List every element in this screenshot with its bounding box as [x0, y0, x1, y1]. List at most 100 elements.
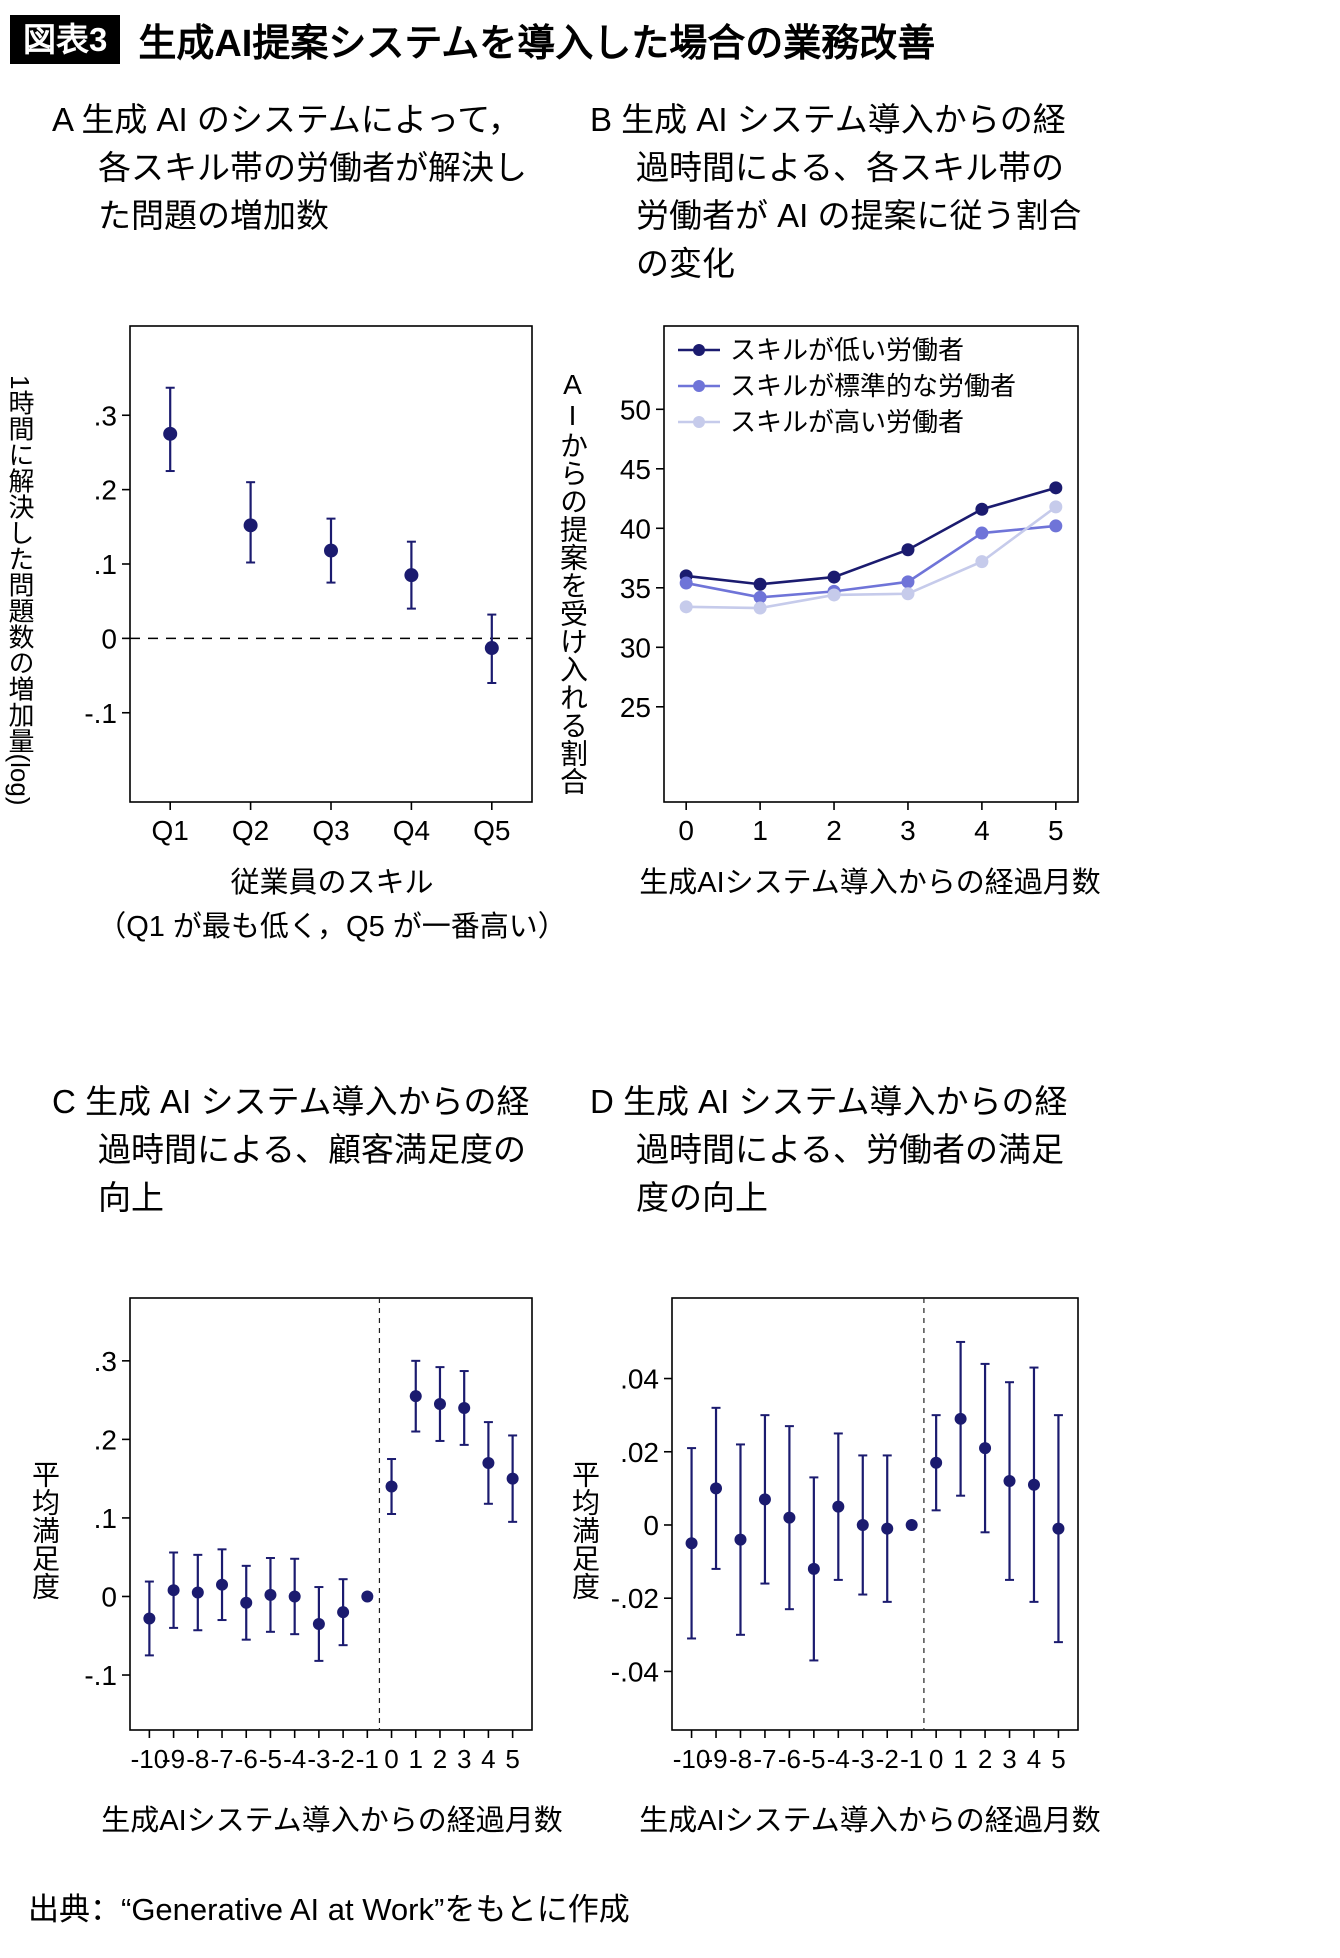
y-tick-label: -.02: [611, 1583, 659, 1614]
data-point: [1049, 519, 1063, 533]
data-point: [734, 1533, 747, 1546]
figure-title: 生成AI提案システムを導入した場合の業務改善: [138, 23, 936, 65]
data-point: [264, 1588, 277, 1601]
panel-c-plot: .3.2.10-.1-10-9 -8 -7 -6 -5 -4 -3 -2 -1 0 1 2 3 4 5: [84, 1297, 533, 1774]
x-tick-label: 5: [505, 1744, 519, 1774]
data-point: [240, 1596, 253, 1609]
y-tick-label: -.1: [84, 1660, 117, 1691]
data-point: [312, 1617, 325, 1630]
y-tick-label: .3: [94, 1346, 117, 1377]
plot-frame: [129, 1297, 533, 1731]
panel-d-xaxis-label: 生成AIシステム導入からの経過月数: [639, 1805, 1101, 1837]
x-tick-label: -7: [753, 1744, 776, 1774]
panel-a-chart: .3 .2 .1 0 -.1 Q1 Q2 Q3 Q4 Q5: [58, 318, 538, 848]
x-tick-label: -4: [283, 1744, 306, 1774]
panel-a-xaxis-label: 従業員のスキル （Q1 が最も低く，Q5 が一番高い）: [92, 862, 572, 949]
panel-d-plot: .04.020-.02-.04-10-9 -8 -7 -6 -5 -4 -3 -2 -1 0 1 2 3…: [611, 1297, 1079, 1774]
x-tick-label: 1: [953, 1744, 967, 1774]
x-tick-label: -4: [827, 1744, 850, 1774]
x-tick-label: Q4: [393, 815, 430, 846]
data-point: [827, 570, 841, 584]
panel-c-chart: .3.2.1 0 -.1 -10 -9 -8 -7 -6 -5 -4 -3 -2 -1 0 1 2 3 4 5: [58, 1290, 538, 1780]
x-tick-label: 0: [929, 1744, 943, 1774]
legend-marker: [693, 380, 705, 392]
y-tick-label: 35: [620, 573, 651, 604]
data-point: [1003, 1475, 1016, 1488]
data-point: [191, 1586, 204, 1599]
x-tick-label: -1: [900, 1744, 923, 1774]
x-tick-label: 3: [900, 815, 916, 846]
y-tick-label: .1: [94, 1503, 117, 1534]
x-tick-label: 4: [974, 815, 990, 846]
y-tick-label: .2: [94, 1424, 117, 1455]
data-point: [506, 1472, 519, 1485]
y-tick-label: .2: [94, 475, 117, 506]
y-tick-label: .04: [620, 1364, 659, 1395]
data-point: [901, 587, 915, 601]
x-tick-label: -9: [704, 1744, 727, 1774]
panel-b-yaxis-label: AIからの提案を受け入れる割合: [557, 369, 588, 795]
x-tick-label: -3: [307, 1744, 330, 1774]
x-tick-label: -3: [851, 1744, 874, 1774]
data-point: [361, 1590, 374, 1603]
x-tick-label: Q5: [473, 815, 510, 846]
y-tick-label: 25: [620, 692, 651, 723]
panel-d-chart: .04.02 0 -.02 -.04 -10 -9 -8 -7 -6 -5 -4 -3 -2 -1 0 1 2 3…: [600, 1290, 1090, 1780]
data-point: [324, 543, 338, 558]
x-tick-label: Q3: [312, 815, 349, 846]
data-point: [1049, 500, 1063, 514]
data-point: [975, 526, 989, 540]
data-point: [288, 1590, 301, 1603]
y-tick-label: 0: [101, 623, 117, 654]
data-point: [243, 518, 258, 533]
x-tick-label: -8: [729, 1744, 752, 1774]
x-tick-label: 0: [678, 815, 694, 846]
panel-c-xaxis-label: 生成AIシステム導入からの経過月数: [101, 1805, 563, 1837]
panel-a-plot: .3 .2 .1 0 -.1 Q1 Q2 Q3 Q4 Q5: [84, 325, 533, 846]
data-point: [856, 1518, 869, 1531]
data-point: [404, 568, 419, 583]
data-point: [901, 543, 915, 557]
x-tick-label: -6: [778, 1744, 801, 1774]
x-tick-label: 5: [1048, 815, 1064, 846]
x-tick-label: 1: [752, 815, 768, 846]
x-tick-label: -6: [235, 1744, 258, 1774]
panel-a-xaxis-label-line2: （Q1 が最も低く，Q5 が一番高い）: [97, 910, 567, 943]
data-point: [1049, 481, 1063, 495]
x-tick-label: Q1: [152, 815, 189, 846]
series-line: [686, 486, 1057, 586]
x-tick-label: 2: [978, 1744, 992, 1774]
x-tick-label: -7: [210, 1744, 233, 1774]
x-tick-label: -5: [802, 1744, 825, 1774]
data-point: [685, 1537, 698, 1550]
legend-label: スキルが標準的な労働者: [730, 371, 1016, 401]
series-line: [686, 505, 1057, 610]
x-tick-label: -5: [259, 1744, 282, 1774]
y-tick-label: 0: [101, 1581, 117, 1612]
data-point: [827, 588, 841, 602]
data-point: [679, 576, 693, 590]
data-point: [979, 1442, 992, 1455]
x-tick-label: -8: [186, 1744, 209, 1774]
legend-marker: [693, 344, 705, 356]
x-tick-label: -9: [162, 1744, 185, 1774]
data-point: [753, 577, 767, 591]
data-point: [482, 1456, 495, 1469]
data-point: [753, 590, 767, 604]
source-note: 出典：“Generative AI at Work”をもとに作成: [28, 1892, 630, 1927]
y-tick-label: 45: [620, 454, 651, 485]
data-point: [807, 1562, 820, 1575]
plot-frame: [663, 325, 1079, 803]
x-tick-label: -10: [131, 1744, 169, 1774]
data-point: [753, 601, 767, 615]
plot-frame: [671, 1297, 1079, 1731]
x-tick-label: -1: [356, 1744, 379, 1774]
x-tick-label: -10: [673, 1744, 711, 1774]
data-point: [484, 641, 499, 656]
x-tick-label: 1: [409, 1744, 423, 1774]
x-tick-label: 0: [384, 1744, 398, 1774]
x-tick-label: 4: [1027, 1744, 1041, 1774]
data-point: [167, 1584, 180, 1597]
x-tick-label: -2: [332, 1744, 355, 1774]
